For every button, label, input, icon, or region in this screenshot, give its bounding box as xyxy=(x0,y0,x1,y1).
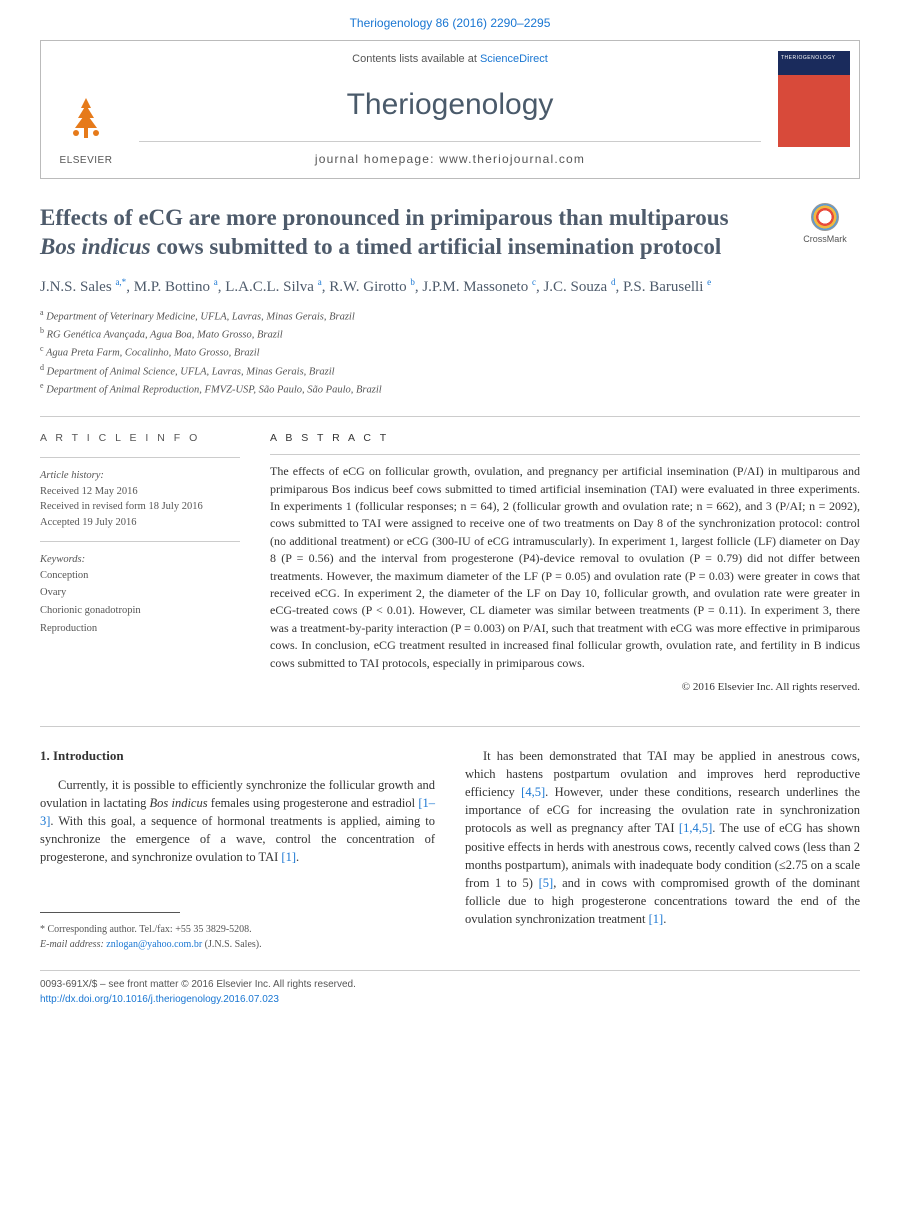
article-info-heading: A R T I C L E I N F O xyxy=(40,431,240,447)
crossmark-label: CrossMark xyxy=(803,234,847,244)
keywords-label: Keywords: xyxy=(40,552,240,568)
authors-line: J.N.S. Sales a,*, M.P. Bottino a, L.A.C.… xyxy=(40,276,860,299)
keyword-item: Conception xyxy=(40,568,240,584)
revised-date: Received in revised form 18 July 2016 xyxy=(40,499,240,515)
intro-col-left: 1. Introduction Currently, it is possibl… xyxy=(40,747,435,952)
affiliation-item: e Department of Animal Reproduction, FMV… xyxy=(40,380,860,398)
divider xyxy=(40,416,860,417)
corresponding-author: * Corresponding author. Tel./fax: +55 35… xyxy=(40,923,435,952)
journal-homepage-line: journal homepage: www.theriojournal.com xyxy=(139,141,761,168)
affiliation-item: c Agua Preta Farm, Cocalinho, Mato Gross… xyxy=(40,343,860,361)
footnote-rule xyxy=(40,912,180,913)
intro-col-right: It has been demonstrated that TAI may be… xyxy=(465,747,860,952)
elsevier-tree-icon xyxy=(61,93,111,143)
divider xyxy=(270,454,860,455)
affiliations-list: a Department of Veterinary Medicine, UFL… xyxy=(40,307,860,398)
corresponding-label: * Corresponding author. Tel./fax: +55 35… xyxy=(40,923,435,938)
journal-title: Theriogenology xyxy=(139,82,761,127)
abstract-heading: A B S T R A C T xyxy=(270,431,860,446)
title-post: cows submitted to a timed artificial ins… xyxy=(151,234,722,259)
affiliation-item: a Department of Veterinary Medicine, UFL… xyxy=(40,307,860,325)
keywords-list: ConceptionOvary Chorionic gonadotropin Rep… xyxy=(40,568,240,637)
crossmark-icon xyxy=(811,203,839,231)
abstract-column: A B S T R A C T The effects of eCG on fo… xyxy=(270,431,860,696)
intro-paragraph-2: It has been demonstrated that TAI may be… xyxy=(465,747,860,928)
title-italic: Bos indicus xyxy=(40,234,151,259)
citation-header: Theriogenology 86 (2016) 2290–2295 xyxy=(0,0,900,40)
received-date: Received 12 May 2016 xyxy=(40,484,240,500)
corresponding-who: (J.N.S. Sales). xyxy=(202,939,261,950)
journal-header-center: Contents lists available at ScienceDirec… xyxy=(131,41,769,178)
divider xyxy=(40,541,240,542)
keyword-item: Ovary xyxy=(40,585,240,601)
intro-heading: 1. Introduction xyxy=(40,747,435,766)
publisher-logo-cell: ELSEVIER xyxy=(41,41,131,178)
homepage-label: journal homepage: xyxy=(315,152,439,166)
email-label: E-mail address: xyxy=(40,939,106,950)
sciencedirect-link[interactable]: ScienceDirect xyxy=(480,53,548,65)
issn-line: 0093-691X/$ – see front matter © 2016 El… xyxy=(40,977,860,992)
keyword-item: Reproduction xyxy=(40,621,240,637)
publisher-name: ELSEVIER xyxy=(49,153,123,168)
article-info-column: A R T I C L E I N F O Article history: R… xyxy=(40,431,240,696)
affiliation-item: d Department of Animal Science, UFLA, La… xyxy=(40,362,860,380)
contents-prefix: Contents lists available at xyxy=(352,53,480,65)
cover-cell xyxy=(769,41,859,178)
footer-copyright-box: 0093-691X/$ – see front matter © 2016 El… xyxy=(40,970,860,1007)
accepted-date: Accepted 19 July 2016 xyxy=(40,515,240,531)
journal-header-box: ELSEVIER Contents lists available at Sci… xyxy=(40,40,860,179)
intro-paragraph-1: Currently, it is possible to efficiently… xyxy=(40,776,435,867)
doi-link[interactable]: http://dx.doi.org/10.1016/j.theriogenolo… xyxy=(40,992,860,1007)
article-title: Effects of eCG are more pronounced in pr… xyxy=(40,203,770,263)
corresponding-email[interactable]: znlogan@yahoo.com.br xyxy=(106,939,202,950)
keyword-item: Chorionic gonadotropin xyxy=(40,603,240,619)
homepage-url[interactable]: www.theriojournal.com xyxy=(439,152,585,166)
divider xyxy=(40,726,860,727)
abstract-copyright: © 2016 Elsevier Inc. All rights reserved… xyxy=(270,680,860,696)
divider xyxy=(40,457,240,458)
abstract-text: The effects of eCG on follicular growth,… xyxy=(270,463,860,672)
crossmark-badge[interactable]: CrossMark xyxy=(790,203,860,247)
title-pre: Effects of eCG are more pronounced in pr… xyxy=(40,205,729,230)
history-label: Article history: xyxy=(40,468,240,484)
contents-available-line: Contents lists available at ScienceDirec… xyxy=(139,51,761,68)
journal-cover-thumb xyxy=(778,51,850,147)
affiliation-item: b RG Genética Avançada, Agua Boa, Mato G… xyxy=(40,325,860,343)
elsevier-logo: ELSEVIER xyxy=(49,93,123,168)
